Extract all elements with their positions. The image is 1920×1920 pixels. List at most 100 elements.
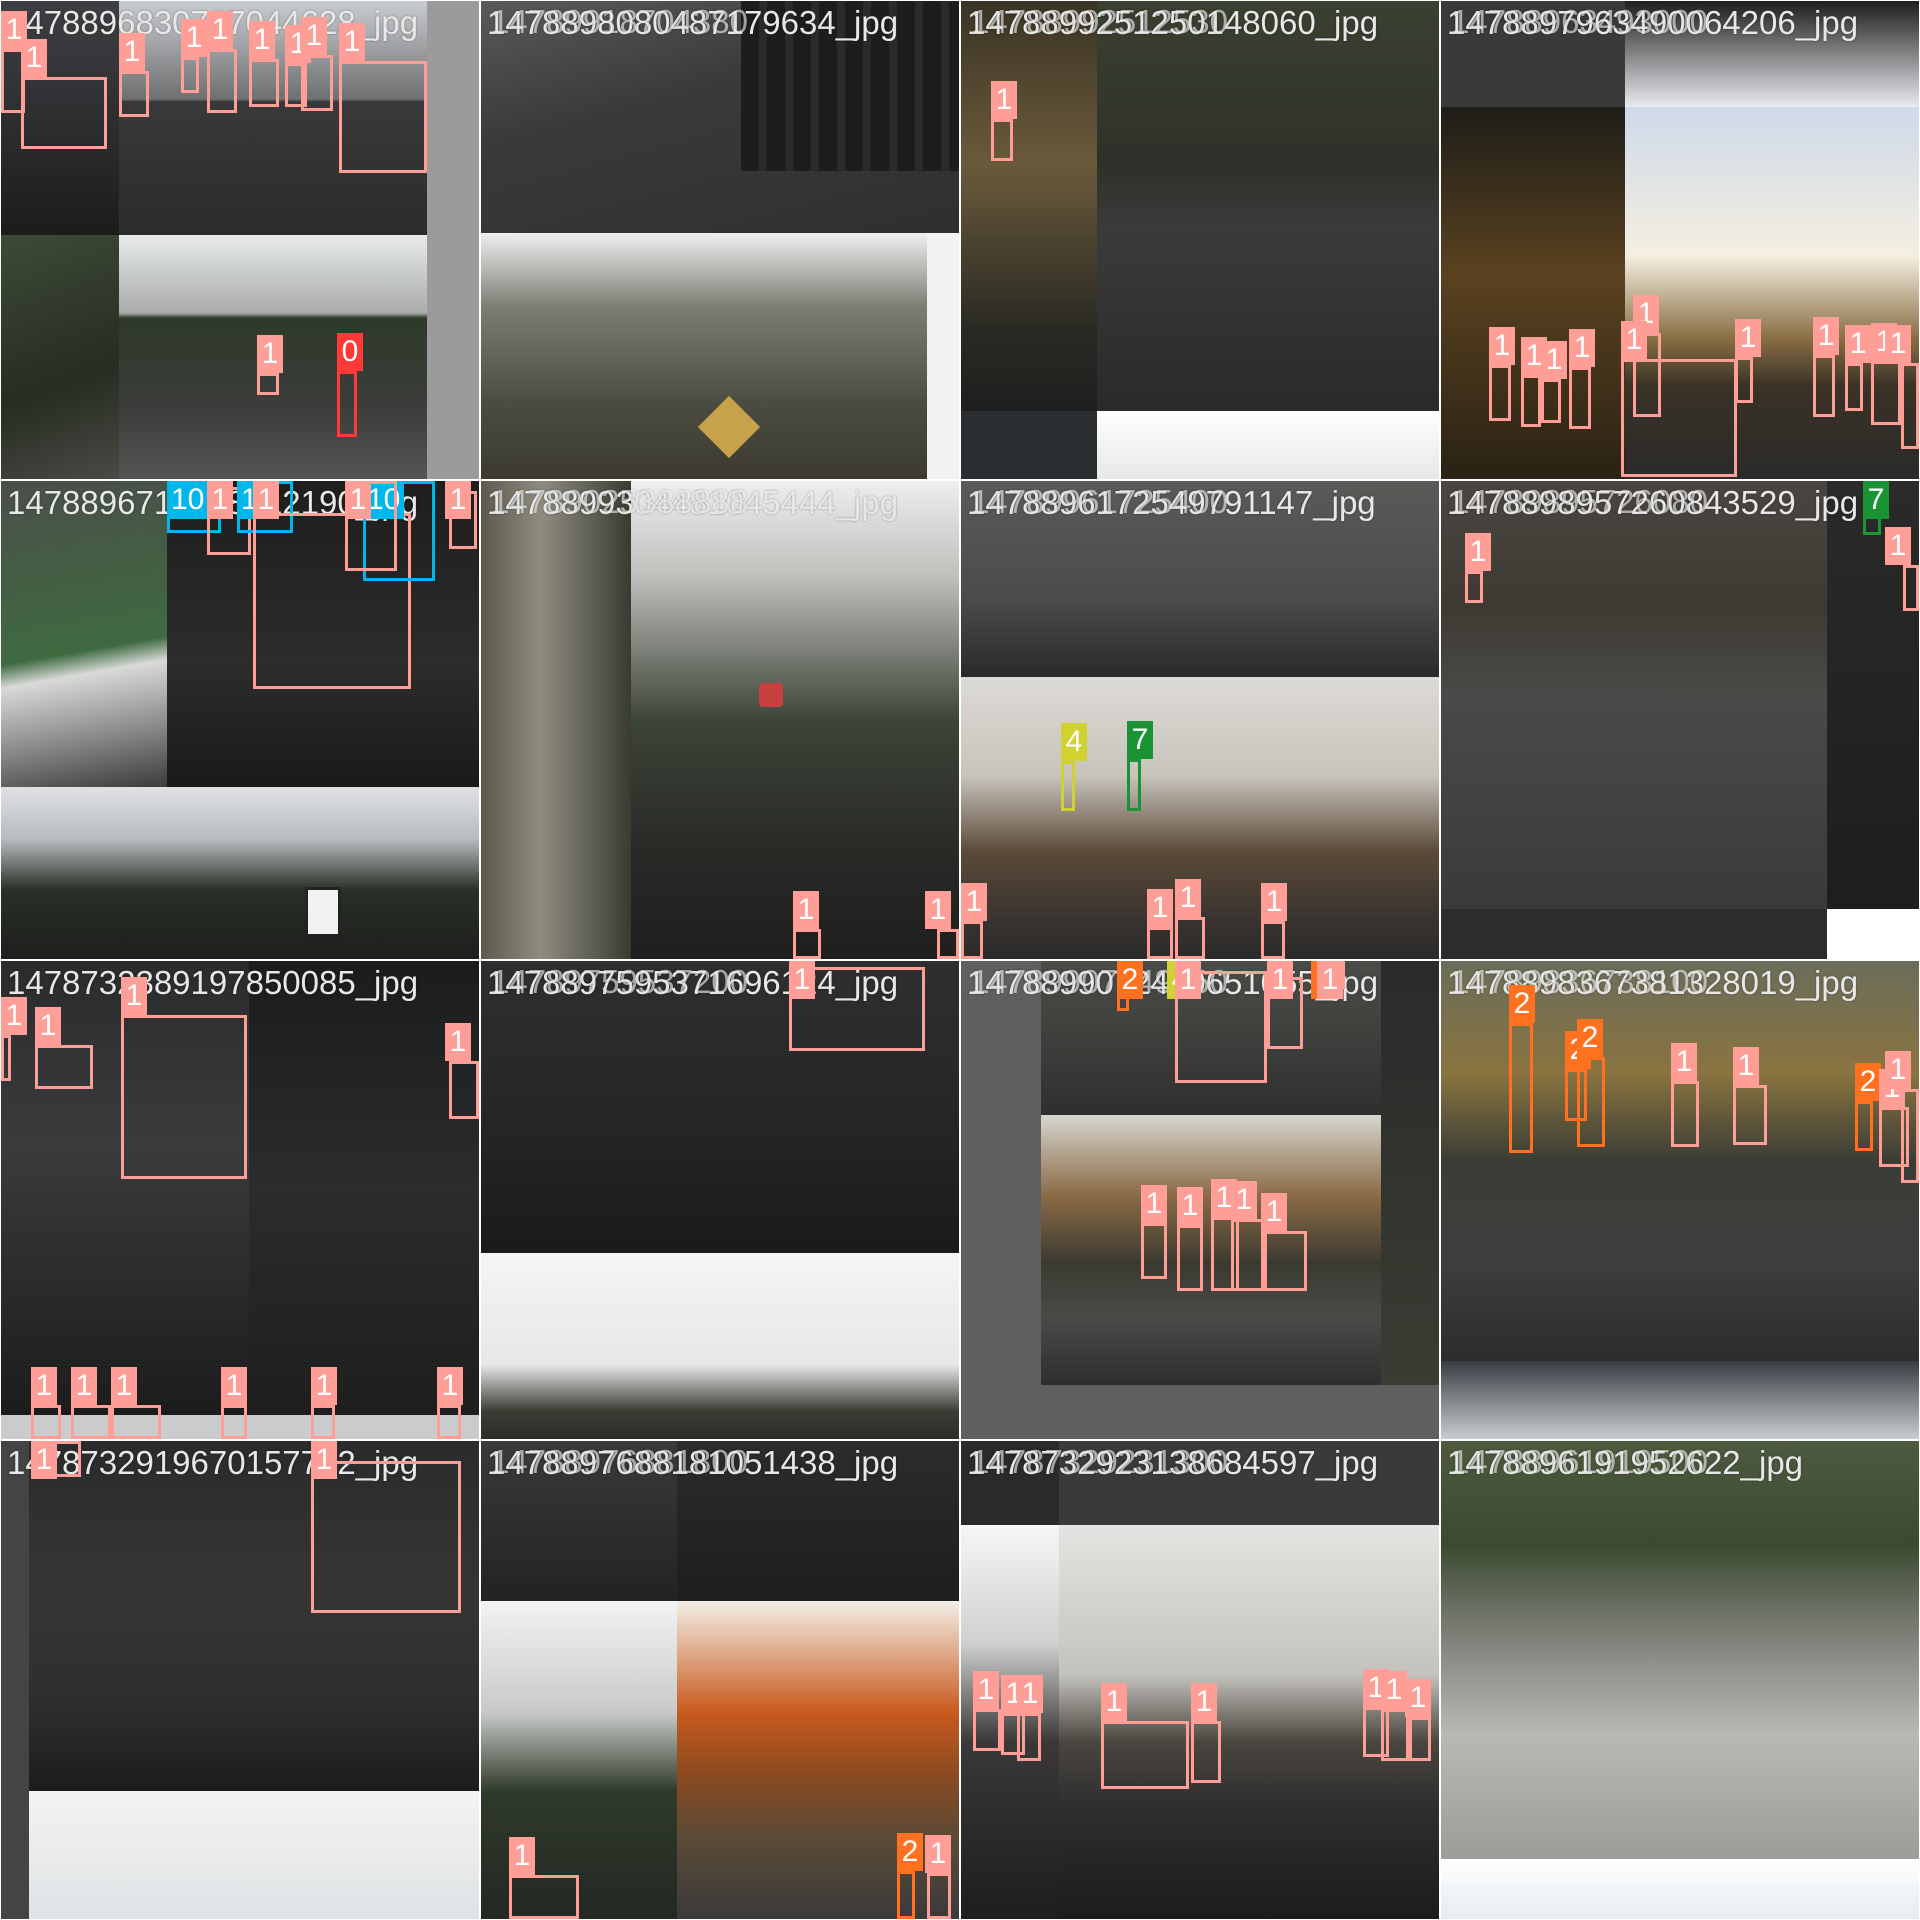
bounding-box <box>1577 1057 1605 1147</box>
class-label: 1 <box>1621 321 1647 359</box>
class-label: 1 <box>1017 1675 1043 1713</box>
bounding-box <box>973 1709 1001 1751</box>
class-label: 1 <box>111 1367 137 1405</box>
photo-region <box>677 1441 959 1601</box>
bounding-box <box>1521 375 1541 427</box>
mosaic-tile: 1478898367381328019_jpg 14789836738100 2… <box>1441 961 1919 1439</box>
class-label: 0 <box>337 333 363 371</box>
photo-region <box>481 1441 677 1601</box>
mosaic-tile: 1478897595371696124_jpg 14789759537200 1 <box>481 961 959 1439</box>
class-label: 10 <box>167 481 209 519</box>
bounding-box <box>1191 1721 1221 1783</box>
bounding-box <box>21 77 107 149</box>
class-label: 1 <box>1101 1683 1127 1721</box>
photo-region <box>1441 961 1919 1361</box>
class-label: 1 <box>961 883 987 921</box>
photo-region <box>741 1 959 171</box>
class-label: 1 <box>1885 1051 1911 1089</box>
photo-region <box>961 1441 1059 1525</box>
photo-region <box>1441 1 1625 107</box>
bounding-box <box>1565 1069 1587 1121</box>
class-label: 1 <box>301 17 327 55</box>
photo-region <box>677 1601 959 1919</box>
class-label: 1 <box>1381 1671 1407 1709</box>
bounding-box <box>1001 1713 1025 1755</box>
bounding-box <box>301 55 333 111</box>
photo-region <box>961 961 1041 1439</box>
class-label: 1 <box>339 23 365 61</box>
class-label: 1 <box>1177 1187 1203 1225</box>
class-label: 7 <box>1863 481 1889 519</box>
bounding-box <box>337 371 357 437</box>
class-label: 1 <box>71 1367 97 1405</box>
bounding-box <box>119 71 149 117</box>
bounding-box <box>789 967 925 1051</box>
photo-region <box>927 233 959 479</box>
photo-region <box>1827 909 1919 959</box>
bounding-box <box>1381 1709 1409 1761</box>
class-label: 1 <box>991 81 1017 119</box>
photo-region <box>1441 909 1827 959</box>
mosaic-tile: 1478896172549791147_jpg 14789961725400 4… <box>961 481 1439 959</box>
class-label: 1 <box>311 1367 337 1405</box>
bounding-box <box>937 929 959 959</box>
bounding-box <box>1061 761 1075 811</box>
bounding-box <box>253 513 411 689</box>
class-label: 1 <box>973 1671 999 1709</box>
bounding-box <box>1871 361 1901 425</box>
class-label: 1 <box>1541 341 1567 379</box>
bounding-box <box>121 1015 247 1179</box>
class-label: 1 <box>1231 1181 1257 1219</box>
class-label: 1 <box>221 1367 247 1405</box>
photo-region <box>481 961 959 1253</box>
bounding-box <box>991 119 1013 161</box>
bounding-box <box>345 481 397 571</box>
photo-region <box>481 1253 959 1439</box>
photo-region <box>1 1415 479 1439</box>
class-label: 1 <box>925 891 951 929</box>
class-label: 1 <box>1175 879 1201 917</box>
bounding-box <box>311 1461 461 1613</box>
mosaic-tile: 1478896716988012190_jpg 1011011011 <box>1 481 479 959</box>
photo-region <box>1097 1 1439 411</box>
road-sign <box>759 683 783 707</box>
road-sign <box>305 887 341 937</box>
mosaic-tile: 1478897963490064206_jpg 14788963493000 1… <box>1441 1 1919 479</box>
class-label: 1 <box>249 21 275 59</box>
bounding-box <box>71 1405 111 1439</box>
photo-region <box>249 961 479 1415</box>
bounding-box <box>285 63 307 107</box>
class-label: 1 <box>1845 325 1871 363</box>
class-label: 1 <box>1733 1047 1759 1085</box>
class-label: 1 <box>437 1367 463 1405</box>
photo-region <box>1441 1361 1919 1439</box>
photo-region <box>29 1791 479 1919</box>
class-label: 1 <box>31 1367 57 1405</box>
bounding-box <box>1231 1219 1267 1291</box>
photo-region <box>1 481 167 787</box>
photo-region <box>1381 961 1439 1385</box>
class-label: 4 <box>1061 723 1087 761</box>
bounding-box <box>1175 917 1205 959</box>
photo-region <box>481 233 927 479</box>
bounding-box <box>111 1405 161 1439</box>
class-label: 1 <box>207 481 233 519</box>
photo-region <box>961 1525 1059 1919</box>
mosaic-tile: 1478899304481045444_jpg 14789025388888 1… <box>481 481 959 959</box>
bounding-box <box>1845 363 1863 411</box>
bounding-box <box>1127 759 1141 811</box>
class-label: 1 <box>31 1441 57 1479</box>
bounding-box <box>257 373 279 395</box>
class-label: 1 <box>207 11 233 49</box>
class-label: 2 <box>897 1833 923 1871</box>
class-label: 1 <box>925 1835 951 1873</box>
bounding-box <box>1541 379 1561 423</box>
bounding-box <box>793 929 821 959</box>
class-label: 1 <box>1261 1193 1287 1231</box>
bounding-box <box>1101 1721 1189 1789</box>
bounding-box <box>1465 571 1483 603</box>
class-label: 1 <box>21 39 47 77</box>
class-label: 1 <box>1175 961 1201 999</box>
photo-region <box>1441 1859 1919 1919</box>
photo-region <box>961 481 1439 677</box>
